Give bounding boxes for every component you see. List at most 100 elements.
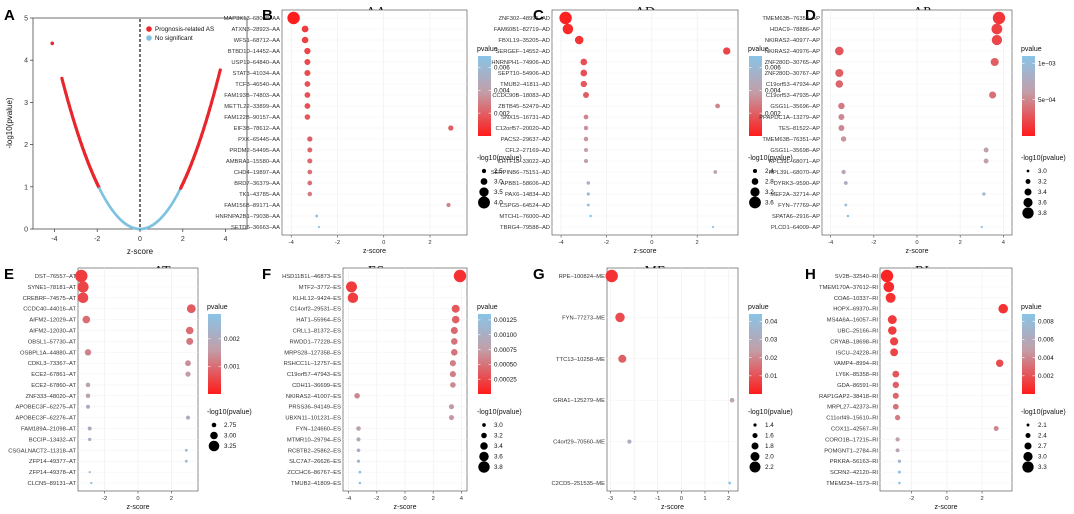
gene-label: CHD4–19897–AA (234, 170, 280, 176)
gene-label: NKIRAS2–40976–AP (765, 49, 820, 55)
colorbar-tick-label: 0.00125 (494, 317, 517, 324)
data-point (301, 36, 309, 44)
size-legend-dot (750, 187, 760, 197)
colorbar-tick-label: 0.00100 (494, 332, 517, 339)
gene-label: RWDD1–77228–ES (290, 339, 342, 345)
gene-label: VAMP4–8994–RI (834, 361, 879, 367)
xtick-label: 0 (650, 240, 653, 246)
gene-label: TMEM63B–76352–AP (762, 16, 820, 22)
gene-label: AMBRA1–15580–AA (226, 159, 280, 165)
colorbar (1022, 314, 1035, 394)
data-point (356, 437, 361, 442)
colorbar-tick-label: 0.008 (1038, 318, 1054, 325)
gene-label: TMEM234–1573–RI (826, 481, 878, 487)
size-legend-title: -log10(pvalue) (748, 155, 793, 162)
gene-label: TCF3–46540–AA (235, 82, 280, 88)
data-point (835, 68, 844, 78)
data-point (589, 214, 592, 218)
data-point (583, 114, 589, 120)
size-legend-label: 1.6 (765, 433, 774, 440)
colorbar-tick-label: 0.00050 (494, 362, 517, 369)
data-point (989, 91, 997, 99)
colorbar-tick-label: 0.002 (765, 110, 781, 117)
size-legend-dot (1026, 169, 1030, 173)
size-legend-dot (478, 461, 490, 473)
data-point (888, 326, 897, 335)
panel-label: B (262, 7, 273, 24)
gene-label: BCCIP–13432–AT (29, 437, 77, 443)
gene-label: MTCH1–76000–AD (499, 214, 550, 220)
data-point (615, 312, 625, 323)
gene-label: SPATA6–2916–AP (772, 214, 820, 220)
data-point (580, 69, 588, 77)
data-point (991, 23, 1003, 35)
data-point (185, 326, 194, 335)
data-point (354, 393, 360, 399)
size-legend-label: 2.7 (1038, 443, 1047, 450)
gene-label: DST–76557–AT (35, 274, 77, 280)
data-point (840, 136, 847, 142)
xtick-label: 0 (403, 496, 406, 502)
x-axis-label: z-score (634, 248, 657, 255)
volcano-outlier-point (50, 41, 55, 46)
data-point (838, 114, 845, 120)
gene-label: TMUB2–41811–AD (500, 82, 550, 88)
gene-label: CCDC40–44016–AT (23, 307, 76, 313)
gene-label: MS4A6A–16057–RI (827, 318, 879, 324)
gene-label: KLHL12–9424–ES (293, 296, 341, 302)
data-point (843, 181, 848, 185)
size-legend-title: -log10(pvalue) (1021, 409, 1066, 416)
gene-label: ZFP14–49377–AT (29, 459, 76, 465)
colorbar-tick-label: 0.002 (1038, 373, 1054, 380)
data-point (185, 360, 191, 367)
xtick-label: 0 (945, 496, 948, 502)
gene-label: GSG1L–35698–AP (770, 148, 820, 154)
gene-label: SEPT10–54906–AD (498, 71, 550, 77)
size-legend-label: 3.00 (224, 433, 237, 440)
gene-label: OSBPL1A–44880–AT (20, 350, 76, 356)
gene-label: EIF3B–78612–AA (234, 126, 281, 132)
size-legend-label: 3.2 (494, 433, 503, 440)
gene-label: POMGNT1–2784–RI (824, 448, 878, 454)
data-point (559, 11, 572, 25)
xtick-label: -3 (608, 496, 613, 502)
data-point (892, 381, 900, 389)
gene-label: PXK–65445–AA (238, 137, 280, 143)
gene-label: SYNE1–78181–AT (27, 285, 76, 291)
colorbar (478, 314, 491, 394)
data-point (186, 304, 196, 314)
volcano-xtick-label: -4 (51, 236, 57, 243)
gene-label: C19orf53–47935–AP (766, 93, 820, 99)
gene-label: TK1–43785–AA (239, 192, 280, 198)
data-point (356, 459, 361, 463)
colorbar-tick-label: 0.006 (765, 65, 781, 72)
colorbar-tick-label: 5e−04 (1038, 97, 1056, 104)
size-legend-label: 3.0 (1038, 168, 1047, 175)
panel-ri: HRISV2B–32540–RITMEM170A–37612–RICOA6–10… (805, 264, 1066, 511)
size-legend-dot (751, 442, 759, 450)
size-legend-label: 3.6 (494, 454, 503, 461)
size-legend-label: 2.75 (224, 422, 237, 429)
data-point (838, 125, 845, 131)
data-point (618, 354, 627, 363)
colorbar (478, 56, 491, 136)
gene-label: CORO1B–17215–RI (825, 437, 878, 443)
size-legend-dot (482, 423, 486, 427)
dot-plot-panels: BAAMAP3K13–68008–AAATXN3–28923–AAWFS1–68… (4, 5, 1066, 511)
panel-at: EATDST–76557–ATSYNE1–78181–ATCREBRF–7457… (4, 264, 252, 511)
volcano-xlabel: z-score (127, 247, 154, 256)
data-point (287, 11, 300, 25)
size-legend-dot (480, 442, 488, 450)
gene-label: RSHCC1L–12757–ES (284, 361, 341, 367)
xtick-label: 0 (680, 496, 683, 502)
data-point (356, 448, 361, 453)
x-axis-label: z-score (935, 504, 958, 511)
gene-label: FAM156B–89171–AA (224, 203, 280, 209)
panel-ap: DAPTMEM63B–76352–APHDAC9–78886–APNKIRAS2… (759, 5, 1066, 255)
data-point (450, 326, 458, 335)
data-point (304, 69, 311, 77)
gene-label: PRKRA–56163–RI (830, 459, 879, 465)
data-point (358, 481, 362, 485)
size-legend-label: 2.1 (1038, 422, 1047, 429)
